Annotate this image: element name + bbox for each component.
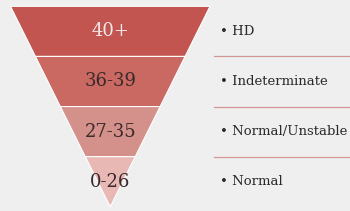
Polygon shape — [35, 57, 185, 107]
Polygon shape — [85, 157, 135, 207]
Text: • Indeterminate: • Indeterminate — [220, 75, 328, 88]
Polygon shape — [10, 6, 210, 57]
Text: 40+: 40+ — [91, 22, 129, 40]
Polygon shape — [61, 107, 160, 157]
Text: • Normal/Unstable: • Normal/Unstable — [220, 125, 348, 138]
Text: • HD: • HD — [220, 25, 255, 38]
Text: 36-39: 36-39 — [84, 73, 136, 91]
Text: • Normal: • Normal — [220, 175, 283, 188]
Text: 27-35: 27-35 — [84, 123, 136, 141]
Text: 0-26: 0-26 — [90, 173, 131, 191]
